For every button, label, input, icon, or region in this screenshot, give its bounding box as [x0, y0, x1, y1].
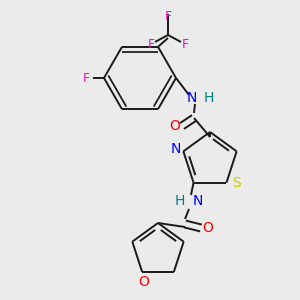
- Text: F: F: [147, 38, 155, 50]
- Text: N: N: [187, 91, 197, 105]
- Text: H: H: [175, 194, 185, 208]
- Text: S: S: [232, 176, 241, 190]
- Text: O: O: [139, 275, 150, 289]
- Text: F: F: [182, 38, 189, 50]
- Text: F: F: [82, 71, 90, 85]
- Text: N: N: [170, 142, 181, 156]
- Text: H: H: [204, 91, 214, 105]
- Text: O: O: [169, 119, 180, 133]
- Text: O: O: [202, 221, 213, 235]
- Text: F: F: [164, 10, 172, 22]
- Text: N: N: [193, 194, 203, 208]
